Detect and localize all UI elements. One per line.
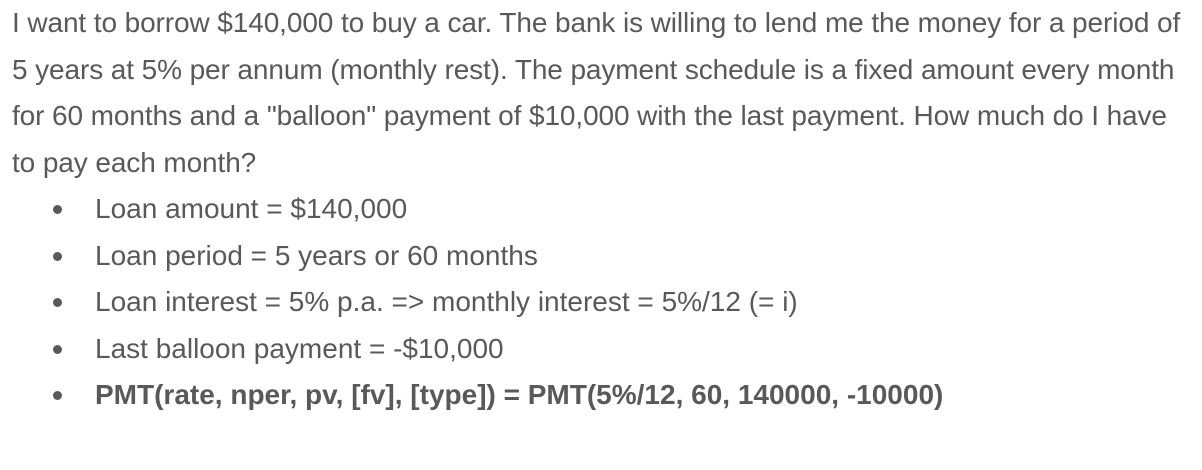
bullet-list: Loan amount = $140,000 Loan period = 5 y…: [12, 186, 1190, 419]
problem-statement: I want to borrow $140,000 to buy a car. …: [12, 7, 1181, 178]
bullet-text: Loan period = 5 years or 60 months: [95, 239, 538, 271]
bullet-loan-interest: Loan interest = 5% p.a. => monthly inter…: [12, 279, 1190, 326]
bullet-dot-icon: [53, 298, 62, 307]
bullet-text: Loan amount = $140,000: [95, 193, 408, 224]
bullet-pmt-formula: PMT(rate, nper, pv, [fv], [type]) = PMT(…: [12, 372, 1190, 419]
bullet-text: PMT(rate, nper, pv, [fv], [type]) = PMT(…: [95, 379, 944, 410]
bullet-dot-icon: [53, 391, 62, 400]
bullet-loan-amount: Loan amount = $140,000: [12, 186, 1190, 233]
bullet-dot-icon: [53, 344, 62, 354]
bullet-text: Loan interest = 5% p.a. => monthly inter…: [95, 286, 798, 317]
bullet-balloon-payment: Last balloon payment = -$10,000: [12, 326, 1190, 373]
bullet-dot-icon: [53, 251, 62, 261]
bullet-dot-icon: [53, 205, 62, 214]
bullet-text: Last balloon payment = -$10,000: [95, 332, 504, 364]
bullet-loan-period: Loan period = 5 years or 60 months: [12, 233, 1190, 280]
